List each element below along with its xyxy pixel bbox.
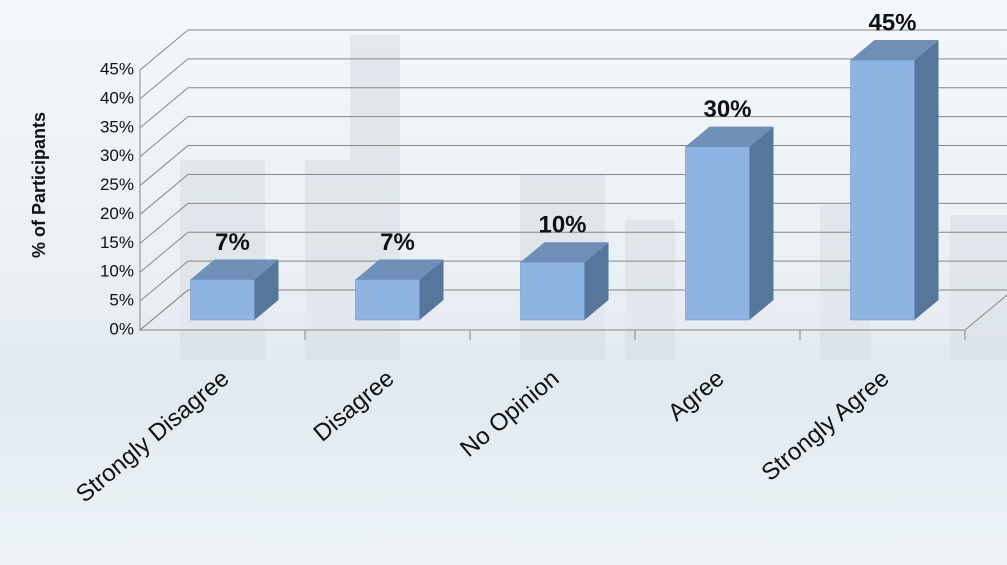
- grid-line: [139, 29, 1007, 71]
- bar-side: [749, 126, 774, 321]
- y-tick-label: 35%: [100, 117, 134, 136]
- y-tick-label: 5%: [109, 291, 134, 310]
- bar-side: [254, 259, 279, 320]
- bar: [685, 146, 750, 321]
- bar: [850, 59, 915, 321]
- bar: [520, 261, 585, 321]
- y-tick-label: 15%: [100, 233, 134, 252]
- bar-top: [520, 242, 609, 263]
- bar-top: [355, 259, 444, 280]
- grid-line: [139, 87, 1007, 129]
- y-tick-label: 25%: [100, 175, 134, 194]
- y-tick-label: 40%: [100, 88, 134, 107]
- value-label: 10%: [538, 212, 586, 239]
- value-label: 45%: [868, 9, 916, 36]
- bar-side: [419, 259, 444, 320]
- grid-line: [139, 116, 1007, 158]
- y-tick-label: 30%: [100, 146, 134, 165]
- y-tick-label: 10%: [100, 262, 134, 281]
- bar-top: [850, 40, 939, 60]
- value-label: 7%: [380, 229, 415, 256]
- bar-side: [914, 40, 939, 320]
- bar: [355, 279, 420, 321]
- y-tick-label: 20%: [100, 204, 134, 223]
- value-label: 7%: [215, 229, 250, 256]
- y-tick-label: 45%: [100, 59, 134, 78]
- y-axis-title: % of Participants: [29, 112, 49, 258]
- value-label: 30%: [703, 96, 751, 123]
- grid-line: [139, 58, 1007, 100]
- bar: [190, 279, 255, 321]
- bar-top: [685, 126, 774, 147]
- bar-side: [584, 242, 609, 320]
- y-tick-label: 0%: [109, 319, 134, 338]
- bar-top: [190, 259, 279, 280]
